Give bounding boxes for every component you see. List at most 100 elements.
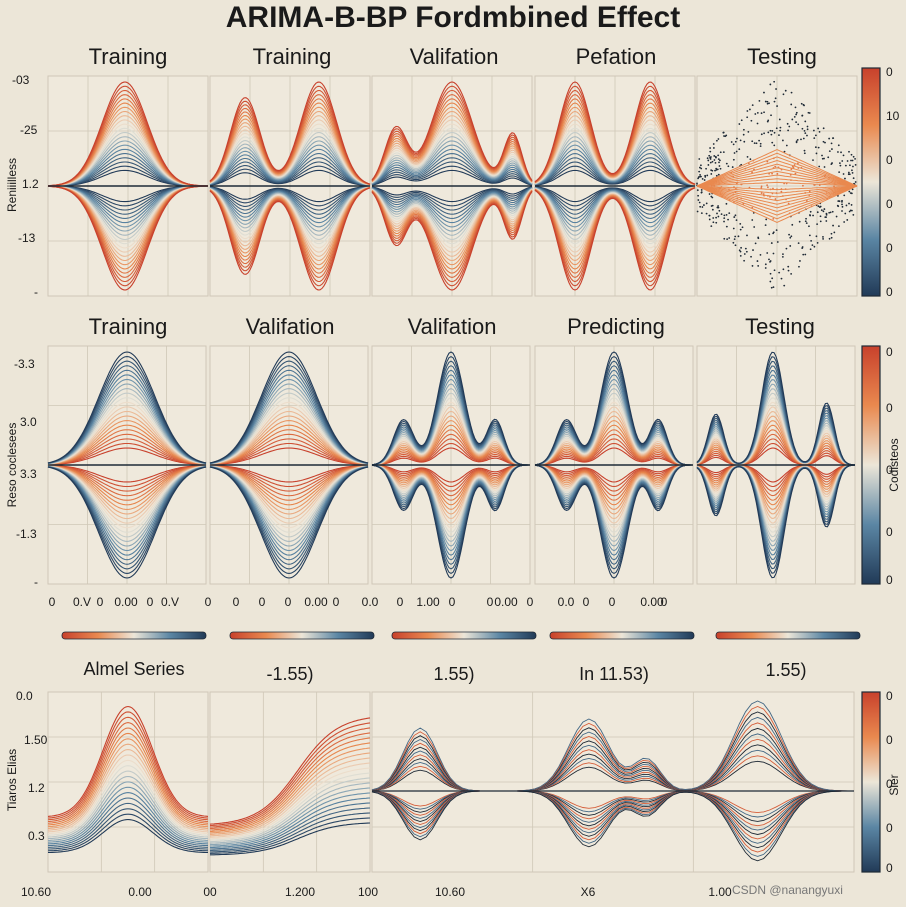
scatter-point (711, 208, 714, 211)
row2-ytick-3: 3.3 (20, 467, 37, 481)
scatter-point (848, 202, 850, 205)
series-line (209, 817, 371, 854)
series-line (371, 790, 854, 814)
series-line (47, 732, 209, 826)
series-line (209, 351, 369, 464)
scatter-point (733, 216, 736, 218)
scatter-point (814, 134, 817, 137)
series-line (371, 406, 530, 466)
scatter-point (715, 221, 718, 224)
row3-xtick-label: 100 (358, 885, 378, 899)
scatter-point (795, 141, 798, 144)
scatter-point (850, 159, 852, 162)
scatter-point (795, 111, 798, 114)
scatter-point (718, 209, 721, 212)
scatter-point (794, 172, 797, 175)
series-line (371, 127, 533, 184)
scatter-point (759, 142, 762, 145)
row2-xtick-label: 0 (487, 595, 494, 609)
legend-label-1: -1.55) (266, 664, 313, 684)
series-line (696, 415, 856, 466)
series-line (371, 790, 854, 818)
series-line (209, 465, 369, 524)
series-line (534, 186, 696, 228)
scatter-point (739, 222, 742, 225)
scatter-point (732, 241, 735, 244)
series-line (47, 754, 209, 833)
scatter-point (715, 139, 718, 142)
series-line (696, 464, 856, 510)
scatter-point (703, 179, 706, 181)
scatter-point (779, 126, 782, 129)
series-line (696, 149, 858, 187)
row3-panel1-plot (47, 691, 209, 873)
scatter-point (818, 206, 821, 209)
series-line (47, 716, 209, 821)
scatter-point (787, 202, 790, 205)
series-line (47, 465, 207, 501)
series-line (371, 722, 855, 792)
scatter-point (828, 137, 831, 140)
series-line (209, 186, 371, 224)
series-line (534, 81, 696, 185)
scatter-point (817, 146, 820, 149)
series-line (209, 115, 371, 186)
scatter-point (831, 148, 833, 150)
series-line (534, 464, 693, 497)
series-line (209, 465, 369, 529)
scatter-point (705, 212, 708, 215)
row3-cbar-tick-3: 0 (886, 777, 893, 791)
series-line (209, 465, 369, 501)
scatter-point (854, 181, 857, 183)
row1-ytick-2: -25 (20, 123, 38, 137)
row2-panel3-title: Valifation (408, 314, 497, 339)
series-line (534, 187, 696, 291)
series-line (371, 744, 854, 792)
row3-xtick-label: 10.60 (435, 885, 465, 899)
series-line (210, 822, 371, 856)
scatter-point (809, 210, 812, 213)
scatter-point (770, 114, 772, 117)
scatter-point (813, 245, 816, 248)
series-line (371, 790, 854, 822)
row3-panel2-plot (209, 691, 371, 873)
series-line (209, 186, 371, 253)
scatter-point (822, 210, 825, 213)
scatter-point (765, 218, 768, 221)
series-line (371, 464, 530, 501)
scatter-point (760, 185, 763, 188)
series-line (696, 429, 856, 466)
series-line (371, 727, 854, 792)
scatter-point (772, 187, 774, 190)
scatter-point (760, 133, 763, 136)
series-line (209, 802, 371, 850)
scatter-point (710, 173, 713, 175)
series-line (371, 464, 530, 497)
row3-ytick-2: 1.50 (24, 733, 48, 747)
scatter-point (715, 167, 718, 170)
scatter-point (754, 242, 757, 245)
series-line (209, 465, 369, 506)
scatter-point (710, 225, 713, 228)
series-line (371, 790, 854, 827)
scatter-point (801, 114, 804, 117)
legend-label-3: In 11.53) (579, 664, 649, 684)
series-line (209, 787, 371, 846)
scatter-point (789, 245, 792, 247)
series-line (534, 406, 693, 466)
scatter-point (755, 142, 758, 145)
scatter-point (764, 267, 767, 269)
series-line (696, 185, 858, 213)
series-line (47, 797, 209, 847)
series-line (47, 749, 209, 831)
scatter-point (750, 255, 752, 258)
watermark: CSDN @nanangyuxi (732, 883, 843, 897)
row2-xtick-label: 0 (527, 595, 534, 609)
series-line (371, 464, 530, 520)
scatter-point (796, 139, 799, 141)
scatter-point (780, 190, 783, 193)
row2-colorbar (861, 345, 881, 585)
scatter-point (814, 146, 817, 149)
scatter-point (700, 167, 703, 170)
scatter-point (850, 153, 853, 156)
